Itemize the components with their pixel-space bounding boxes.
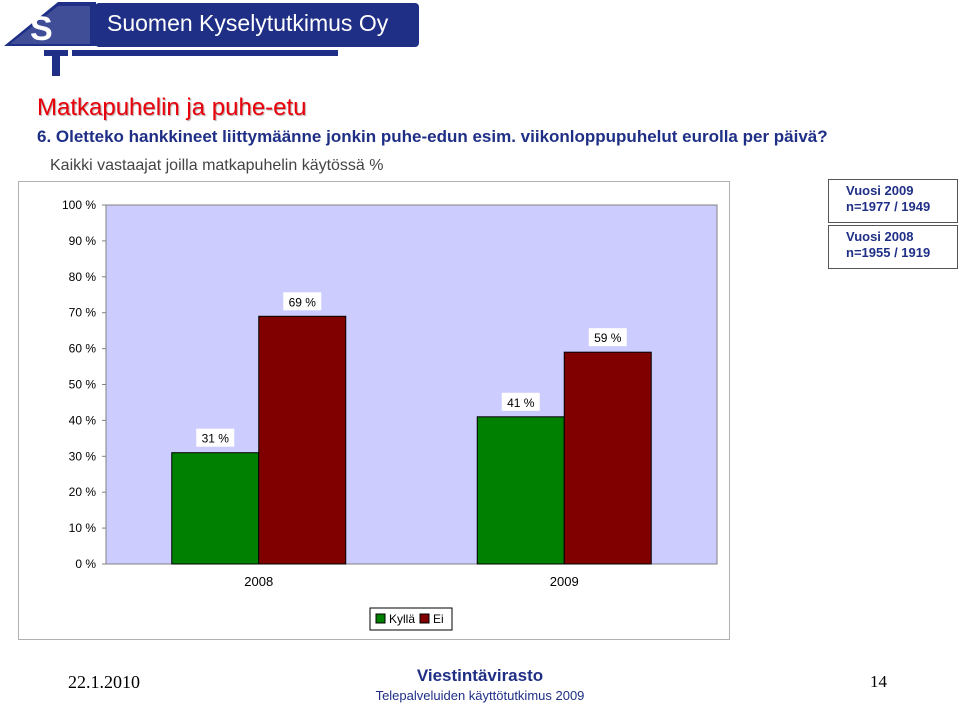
y-tick-label: 100 % — [62, 198, 96, 212]
brand-banner — [95, 3, 419, 47]
data-label-bg — [283, 292, 322, 311]
bar-kyllä-2008 — [171, 452, 260, 565]
data-label: 41 % — [507, 396, 535, 410]
legend-box — [369, 607, 453, 631]
legend-label: Kyllä — [389, 612, 415, 626]
y-tick-label: 10 % — [69, 521, 97, 535]
note-sample-size: n=1977 / 1949 — [846, 199, 931, 214]
x-category-label: 2008 — [244, 574, 273, 589]
y-tick-label: 40 % — [69, 413, 97, 427]
legend-swatch-ei — [419, 613, 430, 624]
y-tick-label: 0 % — [75, 557, 96, 571]
legend-label: Ei — [433, 612, 444, 626]
y-tick-label: 20 % — [69, 485, 97, 499]
y-tick-label: 80 % — [69, 270, 97, 284]
company-logo-icon: S — [4, 2, 96, 76]
bar-ei-2009 — [563, 351, 652, 565]
sample-note-2008: Vuosi 2008 n=1955 / 1919 — [828, 225, 958, 269]
y-tick-label: 50 % — [69, 378, 97, 392]
data-label: 69 % — [289, 295, 317, 309]
legend-swatch-kyllä — [375, 613, 386, 624]
data-label-bg — [501, 392, 540, 411]
logo-letter: S — [30, 10, 53, 48]
data-label: 31 % — [202, 432, 230, 446]
footer-subtitle: Telepalveluiden käyttötutkimus 2009 — [375, 688, 585, 703]
bar-kyllä-2009 — [476, 416, 565, 565]
footer-date: 22.1.2010 — [68, 672, 140, 692]
y-tick-label: 70 % — [69, 306, 97, 320]
slide-title: Matkapuhelin ja puhe-etu — [37, 94, 307, 121]
sample-note-2009: Vuosi 2009 n=1977 / 1949 — [828, 179, 958, 223]
data-label: 59 % — [594, 331, 622, 345]
note-year: Vuosi 2009 — [846, 183, 914, 198]
brand-name: Suomen Kyselytutkimus Oy — [107, 10, 389, 36]
y-tick-label: 90 % — [69, 234, 97, 248]
data-label-bg — [196, 428, 235, 447]
chart-frame: 0 % 10 % 20 % 30 % 40 % 50 % 60 % 70 % 80 % 90 % 1… — [18, 181, 730, 640]
y-tick-label: 60 % — [69, 342, 97, 356]
page-number: 14 — [870, 672, 887, 691]
bar-chart: 0 % 10 % 20 % 30 % 40 % 50 % 60 % 70 % 80 % 90 % 1… — [62, 198, 718, 631]
note-year: Vuosi 2008 — [846, 229, 914, 244]
survey-question: 6. Oletteko hankkineet liittymäänne jonk… — [37, 127, 828, 146]
chart-subtitle: Kaikki vastaajat joilla matkapuhelin käy… — [50, 157, 384, 174]
y-tick-label: 30 % — [69, 449, 97, 463]
x-category-label: 2009 — [550, 574, 579, 589]
footer-org: Viestintävirasto — [416, 666, 544, 685]
brand-underline — [72, 50, 338, 56]
bar-ei-2008 — [258, 315, 347, 565]
note-sample-size: n=1955 / 1919 — [846, 245, 931, 260]
data-label-bg — [588, 328, 627, 347]
